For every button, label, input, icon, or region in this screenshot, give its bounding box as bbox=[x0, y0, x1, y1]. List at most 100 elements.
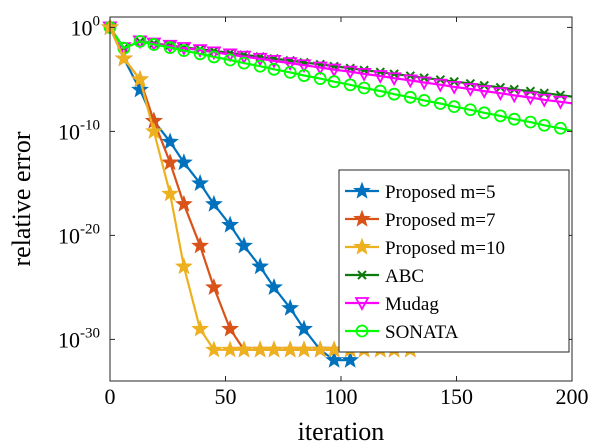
x-tick-label: 200 bbox=[556, 384, 589, 409]
legend-marker bbox=[355, 324, 369, 338]
sonata-point bbox=[403, 90, 417, 104]
mudag-point bbox=[312, 61, 328, 76]
sonata-point bbox=[297, 69, 311, 82]
mudag-point bbox=[326, 63, 342, 78]
sonata-point bbox=[447, 100, 461, 114]
legend-marker bbox=[353, 181, 371, 199]
legend-label: Mudag bbox=[385, 294, 439, 315]
legend-marker bbox=[357, 270, 367, 280]
proposed-m-10-point bbox=[265, 340, 283, 358]
mudag-point bbox=[462, 83, 478, 97]
proposed-m-5-point bbox=[281, 298, 300, 316]
sonata-point bbox=[327, 75, 341, 89]
sonata-point bbox=[163, 41, 177, 54]
proposed-m-5-point bbox=[251, 257, 270, 275]
legend-entry-proposed-m-5: Proposed m=5 bbox=[345, 181, 495, 203]
x-tick-label: 50 bbox=[215, 384, 237, 409]
mudag-point bbox=[552, 95, 568, 110]
sonata-point bbox=[207, 50, 221, 64]
sonata-point bbox=[373, 84, 387, 98]
legend-entry-abc: ABC bbox=[345, 266, 424, 287]
legend-marker bbox=[353, 237, 371, 255]
proposed-m-7-point bbox=[174, 194, 193, 212]
sonata-point bbox=[433, 97, 447, 110]
sonata-point bbox=[343, 78, 357, 92]
legend-box bbox=[338, 169, 570, 353]
proposed-m-10-point bbox=[235, 340, 253, 358]
proposed-m-10-point bbox=[191, 319, 210, 337]
proposed-m-7-point bbox=[161, 153, 179, 171]
mudag-point bbox=[386, 72, 402, 87]
legend-label: Proposed m=7 bbox=[385, 210, 495, 231]
proposed-m-5-point bbox=[235, 236, 253, 254]
sonata-point bbox=[507, 112, 521, 126]
sonata-point bbox=[193, 47, 207, 61]
proposed-m-10-point bbox=[174, 257, 193, 275]
mudag-point bbox=[446, 81, 462, 95]
sonata-point bbox=[524, 115, 537, 129]
x-tick-label: 0 bbox=[105, 384, 116, 409]
proposed-m-5-point bbox=[221, 215, 240, 233]
sonata-point bbox=[417, 93, 431, 107]
abc-point bbox=[509, 84, 519, 95]
sonata-point bbox=[253, 59, 267, 73]
abc-point bbox=[525, 86, 536, 96]
mudag-point bbox=[506, 89, 522, 104]
legend-entry-proposed-m-10: Proposed m=10 bbox=[345, 237, 505, 259]
y-tick-label: 10-30 bbox=[58, 325, 100, 352]
y-tick-label: 100 bbox=[71, 13, 101, 40]
mudag-point bbox=[266, 55, 282, 69]
proposed-m-10-point bbox=[131, 70, 149, 87]
sonata-point bbox=[493, 109, 507, 123]
proposed-m-10-point bbox=[295, 340, 313, 358]
mudag-point bbox=[356, 67, 372, 82]
legend: Proposed m=5 Proposed m=7 Proposed m=10 ABC… bbox=[338, 169, 570, 353]
proposed-m-10-point bbox=[161, 184, 179, 202]
sonata-point bbox=[283, 66, 297, 79]
proposed-m-5-point bbox=[131, 80, 149, 98]
y-tick-label: 10-10 bbox=[58, 117, 100, 144]
sonata-point bbox=[387, 87, 401, 101]
legend-entry-proposed-m-7: Proposed m=7 bbox=[345, 209, 495, 231]
ticks-layer: 0 50 100 150 200 100 10-10 10-20 10-30 bbox=[58, 13, 589, 409]
mudag-point bbox=[522, 91, 538, 106]
mudag-point bbox=[192, 44, 208, 59]
sonata-point bbox=[223, 53, 237, 67]
sonata-point bbox=[463, 103, 477, 117]
sonata-point bbox=[133, 35, 147, 48]
legend-label: Proposed m=10 bbox=[385, 238, 505, 259]
proposed-m-5-point bbox=[341, 350, 360, 368]
sonata-point bbox=[537, 118, 551, 132]
legend-label: SONATA bbox=[385, 322, 459, 343]
series-sonata bbox=[103, 20, 573, 135]
sonata-point bbox=[554, 121, 567, 135]
mudag-point bbox=[252, 52, 268, 67]
sonata-point bbox=[313, 72, 327, 85]
legend-label: ABC bbox=[385, 266, 424, 287]
proposed-m-5-point bbox=[161, 132, 179, 150]
proposed-m-7-point bbox=[205, 278, 223, 296]
proposed-m-5-point bbox=[295, 319, 313, 337]
sonata-point bbox=[177, 44, 191, 58]
mudag-point bbox=[236, 50, 252, 65]
mudag-point bbox=[416, 76, 432, 91]
legend-entry-sonata: SONATA bbox=[345, 322, 459, 343]
proposed-m-10-point bbox=[205, 340, 223, 358]
mudag-point bbox=[492, 87, 508, 102]
sonata-point bbox=[477, 106, 491, 120]
mudag-point bbox=[432, 78, 448, 93]
sonata-point bbox=[267, 62, 281, 76]
proposed-m-5-point bbox=[265, 278, 283, 295]
x-axis-label: iteration bbox=[298, 417, 385, 446]
mudag-point bbox=[176, 42, 192, 56]
mudag-point bbox=[536, 93, 552, 108]
mudag-point bbox=[342, 65, 358, 80]
x-tick-label: 150 bbox=[440, 384, 473, 409]
legend-marker bbox=[354, 297, 370, 311]
mudag-point bbox=[402, 74, 418, 89]
proposed-m-10-point bbox=[144, 122, 163, 139]
mudag-point bbox=[282, 57, 298, 71]
mudag-point bbox=[372, 70, 388, 84]
y-tick-label: 10-20 bbox=[58, 221, 100, 248]
